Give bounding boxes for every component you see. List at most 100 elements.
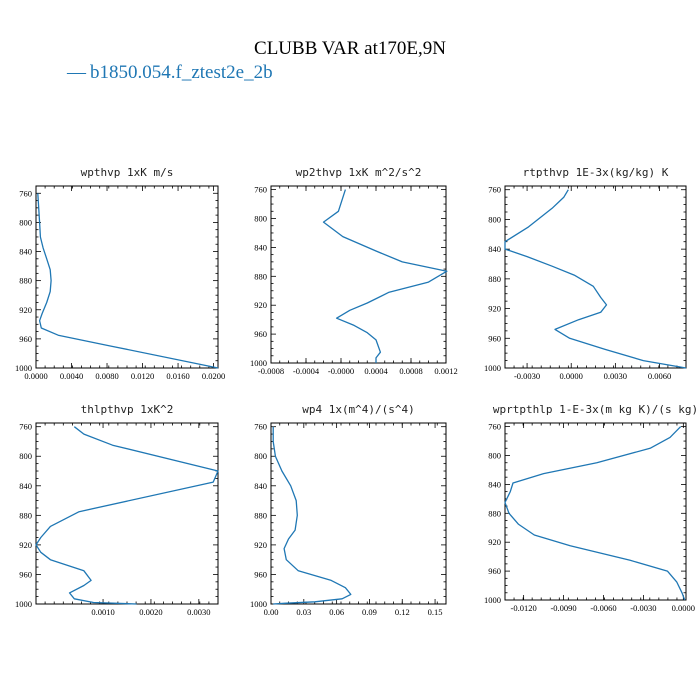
y-tick-label: 960 — [19, 334, 32, 344]
x-tick-label: 0.0030 — [604, 371, 627, 381]
y-tick-label: 920 — [488, 537, 501, 547]
y-tick-label: 920 — [19, 305, 32, 315]
x-tick-label: -0.0120 — [511, 603, 537, 613]
y-tick-label: 800 — [254, 214, 267, 224]
y-tick-label: 880 — [19, 276, 32, 286]
panel-title: wprtpthlp 1-E-3x(m kg K)/(s kg) — [493, 403, 698, 416]
x-tick-label: 0.15 — [428, 607, 443, 617]
x-tick-label: 0.12 — [395, 607, 410, 617]
y-tick-label: 800 — [254, 451, 267, 461]
y-tick-label: 840 — [19, 481, 32, 491]
y-tick-label: 1000 — [250, 358, 267, 368]
series-line — [37, 193, 219, 369]
x-tick-label: 0.0012 — [434, 366, 457, 376]
y-tick-label: 1000 — [484, 363, 501, 373]
y-tick-label: 880 — [488, 508, 501, 518]
y-tick-label: 800 — [19, 451, 32, 461]
y-tick-label: 800 — [19, 217, 32, 227]
x-tick-label: -0.0090 — [550, 603, 576, 613]
y-tick-label: 960 — [254, 569, 267, 579]
chart-panel-6: wprtpthlp 1-E-3x(m kg K)/(s kg) -0.0120 -0… — [484, 403, 698, 613]
x-tick-label: -0.0030 — [630, 603, 656, 613]
panel-title: rtpthvp 1E-3x(kg/kg) K — [523, 166, 669, 179]
panels: wpthvp 1xK m/s 0.0000 0.0040 0.0080 0.0120 0.… — [15, 166, 698, 617]
x-tick-label: 0.0060 — [648, 371, 671, 381]
x-tick-label: 0.0010 — [91, 607, 114, 617]
legend-label: b1850.054.f_ztest2e_2b — [90, 62, 273, 83]
y-tick-label: 920 — [488, 304, 501, 314]
y-tick-label: 1000 — [15, 363, 32, 373]
y-tick-label: 1000 — [484, 595, 501, 605]
y-tick-label: 840 — [254, 242, 267, 252]
y-tick-label: 760 — [254, 185, 267, 195]
x-tick-label: 0.0160 — [166, 371, 189, 381]
y-tick-label: 920 — [254, 540, 267, 550]
y-tick-label: 880 — [488, 274, 501, 284]
y-tick-label: 920 — [254, 300, 267, 310]
series-line — [35, 426, 219, 605]
series-line — [322, 189, 448, 363]
y-tick-label: 840 — [488, 244, 501, 254]
y-tick-label: 840 — [254, 481, 267, 491]
plot-frame — [35, 185, 219, 369]
x-tick-label: -0.0060 — [590, 603, 616, 613]
y-tick-label: 1000 — [250, 599, 267, 609]
y-tick-label: 760 — [488, 422, 501, 432]
chart-panel-2: wp2thvp 1xK m^2/s^2 -0.0008 -0.0004 -0.0000… — [250, 166, 458, 376]
x-tick-label: 0.0080 — [95, 371, 118, 381]
x-tick-label: 0.0000 — [24, 371, 47, 381]
x-tick-label: 0.09 — [362, 607, 377, 617]
x-tick-label: 0.0008 — [399, 366, 422, 376]
y-tick-label: 840 — [19, 247, 32, 257]
x-tick-label: 0.0000 — [672, 603, 695, 613]
chart-panel-1: wpthvp 1xK m/s 0.0000 0.0040 0.0080 0.0120 0.… — [15, 166, 225, 381]
plot-frame — [504, 422, 687, 601]
chart-panel-5: wp4 1x(m^4)/(s^4) 0.00 0.03 0.06 0.09 0.12 0.1… — [250, 403, 447, 617]
y-tick-label: 760 — [19, 188, 32, 198]
x-tick-label: 0.0020 — [139, 607, 162, 617]
series-line — [504, 426, 686, 601]
x-tick-label: 0.00 — [264, 607, 279, 617]
panel-title: wp2thvp 1xK m^2/s^2 — [296, 166, 422, 179]
x-tick-label: -0.0030 — [514, 371, 540, 381]
x-tick-label: 0.0030 — [187, 607, 210, 617]
series-line — [272, 426, 352, 605]
plot-frame — [35, 422, 219, 605]
y-tick-label: 960 — [254, 329, 267, 339]
y-tick-label: 960 — [19, 569, 32, 579]
panel-title: wpthvp 1xK m/s — [81, 166, 174, 179]
x-tick-label: -0.0004 — [293, 366, 320, 376]
y-tick-label: 760 — [254, 422, 267, 432]
plot-frame — [504, 185, 687, 369]
y-tick-label: 960 — [488, 333, 501, 343]
y-tick-label: 960 — [488, 566, 501, 576]
y-tick-label: 800 — [488, 451, 501, 461]
chart-panel-4: thlpthvp 1xK^2 0.0010 0.0020 0.0030 760 800 84… — [15, 403, 219, 617]
figure-title: CLUBB VAR at170E,9N — [254, 38, 446, 59]
y-tick-label: 1000 — [15, 599, 32, 609]
panel-title: thlpthvp 1xK^2 — [81, 403, 174, 416]
plot-frame — [270, 185, 447, 364]
y-tick-label: 880 — [254, 271, 267, 281]
y-tick-label: 880 — [254, 510, 267, 520]
x-tick-label: -0.0000 — [328, 366, 354, 376]
x-tick-label: -0.0008 — [258, 366, 284, 376]
x-tick-label: 0.0200 — [202, 371, 225, 381]
y-tick-label: 840 — [488, 479, 501, 489]
x-tick-label: 0.0040 — [60, 371, 83, 381]
x-tick-label: 0.06 — [329, 607, 344, 617]
y-tick-label: 920 — [19, 540, 32, 550]
legend: — b1850.054.f_ztest2e_2b — [66, 62, 273, 83]
x-tick-label: 0.0120 — [131, 371, 154, 381]
y-tick-label: 880 — [19, 510, 32, 520]
x-tick-label: 0.0000 — [560, 371, 583, 381]
x-tick-label: 0.0004 — [364, 366, 388, 376]
legend-dash: — — [66, 62, 87, 83]
y-tick-label: 800 — [488, 214, 501, 224]
y-tick-label: 760 — [488, 185, 501, 195]
y-tick-label: 760 — [19, 422, 32, 432]
panel-title: wp4 1x(m^4)/(s^4) — [302, 403, 415, 416]
x-tick-label: 0.03 — [296, 607, 311, 617]
chart-panel-3: rtpthvp 1E-3x(kg/kg) K -0.0030 0.0000 0.003… — [484, 166, 687, 381]
